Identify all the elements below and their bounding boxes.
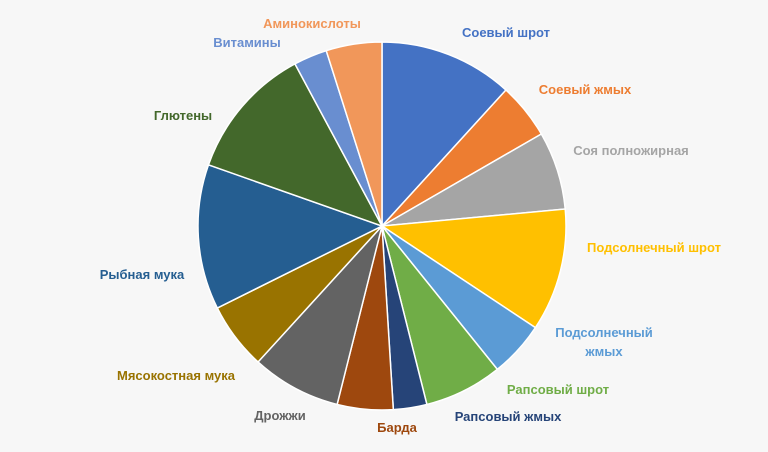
slice-label-line: Барда <box>377 420 417 435</box>
slice-label-line: Глютены <box>154 108 212 123</box>
pie-slices <box>197 41 567 411</box>
slice-label-9: Дрожжи <box>254 408 305 423</box>
slice-label-line: Аминокислоты <box>263 16 361 31</box>
slice-label-7: Рапсовый жмых <box>455 409 562 424</box>
slice-label-5: Подсолнечный жмых <box>555 325 653 359</box>
slice-label-line: Соевый шрот <box>462 25 550 40</box>
pie-slice-11 <box>197 163 384 310</box>
slice-label-11: Рыбная мука <box>100 267 185 282</box>
slice-label-12: Глютены <box>154 108 212 123</box>
slice-label-line: Дрожжи <box>254 408 305 423</box>
pie-labels: Соевый шрот Соевый жмых Соя полножирная Под… <box>100 16 721 435</box>
slice-label-3: Соя полножирная <box>573 143 689 158</box>
slice-label-13: Витамины <box>213 35 281 50</box>
slice-label-line: Подсолнечный <box>555 325 653 340</box>
slice-label-1: Соевый шрот <box>462 25 550 40</box>
slice-label-line: Рапсовый шрот <box>507 382 609 397</box>
slice-label-line: Рыбная мука <box>100 267 185 282</box>
slice-label-line: Мясокостная мука <box>117 368 236 383</box>
slice-label-line: Подсолнечный шрот <box>587 240 721 255</box>
pie-slice-1 <box>381 41 508 228</box>
slice-label-14: Аминокислоты <box>263 16 361 31</box>
slice-label-4: Подсолнечный шрот <box>587 240 721 255</box>
pie-slice-14 <box>325 41 383 227</box>
slice-label-8: Барда <box>377 420 417 435</box>
slice-label-line: Соя полножирная <box>573 143 689 158</box>
slice-label-line: Рапсовый жмых <box>455 409 562 424</box>
slice-label-line: жмых <box>584 344 623 359</box>
pie-slice-12 <box>207 62 384 228</box>
slice-label-6: Рапсовый шрот <box>507 382 609 397</box>
slice-label-line: Соевый жмых <box>539 82 632 97</box>
pie-slice-9 <box>256 225 383 406</box>
slice-label-line: Витамины <box>213 35 281 50</box>
slice-label-2: Соевый жмых <box>539 82 632 97</box>
slice-label-10: Мясокостная мука <box>117 368 236 383</box>
pie-slice-4 <box>379 208 567 329</box>
